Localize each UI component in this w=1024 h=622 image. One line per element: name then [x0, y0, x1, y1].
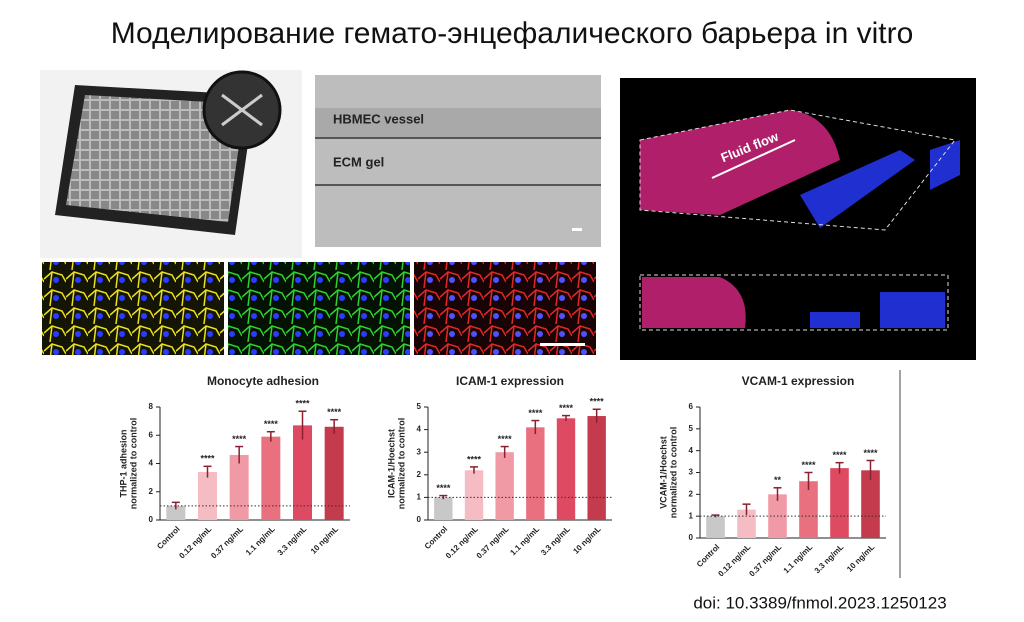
fluorescence-image [42, 262, 224, 355]
y-tick-label: 0 [417, 515, 422, 524]
chart-title: VCAM-1 expression [742, 374, 855, 388]
chart-title: Monocyte adhesion [207, 374, 319, 388]
x-tick-label: 0.37 ng/mL [747, 542, 783, 578]
bar [324, 426, 344, 520]
significance-label: **** [467, 454, 482, 464]
y-axis-label: normalized to control [668, 427, 678, 519]
significance-label: **** [436, 483, 451, 493]
fluorescence-image [414, 262, 596, 355]
y-tick-label: 3 [689, 468, 694, 477]
bar [737, 509, 756, 538]
plate-image [40, 70, 302, 258]
x-tick-label: 10 ng/mL [309, 524, 340, 555]
y-axis-label: THP-1 adhesion [118, 429, 128, 497]
bar [861, 470, 880, 538]
bar [464, 470, 484, 520]
x-tick-label: 1.1 ng/mL [508, 524, 541, 557]
bar [799, 481, 818, 538]
bar [830, 468, 849, 538]
bar [166, 505, 186, 520]
x-tick-label: 3.3 ng/mL [276, 524, 309, 557]
bar [198, 471, 217, 520]
flow-3d-image: Fluid flow [620, 78, 976, 360]
significance-label: **** [498, 434, 513, 444]
x-tick-label: 1.1 ng/mL [782, 542, 815, 575]
y-tick-label: 2 [689, 489, 694, 498]
y-axis-label: normalized to control [396, 418, 406, 510]
significance-label: **** [801, 460, 816, 470]
significance-label: **** [528, 408, 543, 418]
y-tick-label: 5 [689, 424, 694, 433]
bar [293, 425, 312, 520]
y-tick-label: 4 [689, 446, 694, 455]
significance-label: **** [232, 434, 247, 444]
y-axis-label: normalized to control [128, 418, 138, 510]
x-tick-label: 10 ng/mL [571, 524, 602, 555]
significance-label: **** [590, 397, 605, 407]
x-tick-label: 3.3 ng/mL [813, 542, 846, 575]
slide-title: Моделирование гемато-энцефалического бар… [111, 17, 914, 50]
bar [556, 418, 576, 520]
y-tick-label: 4 [417, 425, 422, 434]
y-tick-label: 1 [417, 493, 422, 502]
x-tick-label: 10 ng/mL [845, 542, 876, 573]
y-tick-label: 6 [689, 402, 694, 411]
significance-label: **** [200, 454, 215, 464]
y-tick-label: 2 [149, 487, 154, 496]
significance-label: **** [295, 399, 310, 409]
significance-label: ** [774, 475, 782, 485]
significance-label: **** [863, 448, 878, 458]
y-tick-label: 5 [417, 402, 422, 411]
bar [495, 452, 514, 520]
y-tick-label: 0 [149, 515, 154, 524]
bar [587, 416, 606, 520]
y-tick-label: 2 [417, 470, 422, 479]
x-tick-label: 0.37 ng/mL [475, 524, 511, 560]
x-tick-label: 0.37 ng/mL [209, 524, 245, 560]
bar [706, 516, 725, 538]
scale-bar [540, 343, 585, 346]
fluorescence-image [228, 262, 410, 355]
y-tick-label: 4 [149, 459, 154, 468]
x-tick-label: Control [695, 543, 721, 569]
microscope-image: HBMEC vessel ECM gel [315, 75, 601, 247]
significance-label: **** [832, 450, 847, 460]
y-tick-label: 1 [689, 511, 694, 520]
bar [261, 436, 281, 520]
y-axis-label: ICAM-1/Hoechst [386, 429, 396, 498]
image-label: HBMEC vessel [333, 111, 424, 126]
bar [229, 455, 249, 520]
x-tick-label: Control [155, 525, 181, 551]
bar [434, 497, 453, 520]
chart-title: ICAM-1 expression [456, 374, 564, 388]
significance-label: **** [559, 403, 574, 413]
y-tick-label: 8 [149, 402, 154, 411]
y-tick-label: 0 [689, 533, 694, 542]
x-tick-label: 0.12 ng/mL [177, 524, 213, 560]
y-tick-label: 6 [149, 430, 154, 439]
significance-label: **** [264, 419, 279, 429]
significance-label: **** [327, 407, 342, 417]
x-tick-label: 3.3 ng/mL [539, 524, 572, 557]
doi: doi: 10.3389/fnmol.2023.1250123 [693, 593, 946, 612]
bar [526, 427, 545, 520]
y-axis-label: VCAM-1/Hoechst [658, 436, 668, 509]
x-tick-label: 1.1 ng/mL [244, 524, 277, 557]
image-label: ECM gel [333, 154, 384, 169]
x-tick-label: Control [423, 525, 449, 551]
y-tick-label: 3 [417, 447, 422, 456]
